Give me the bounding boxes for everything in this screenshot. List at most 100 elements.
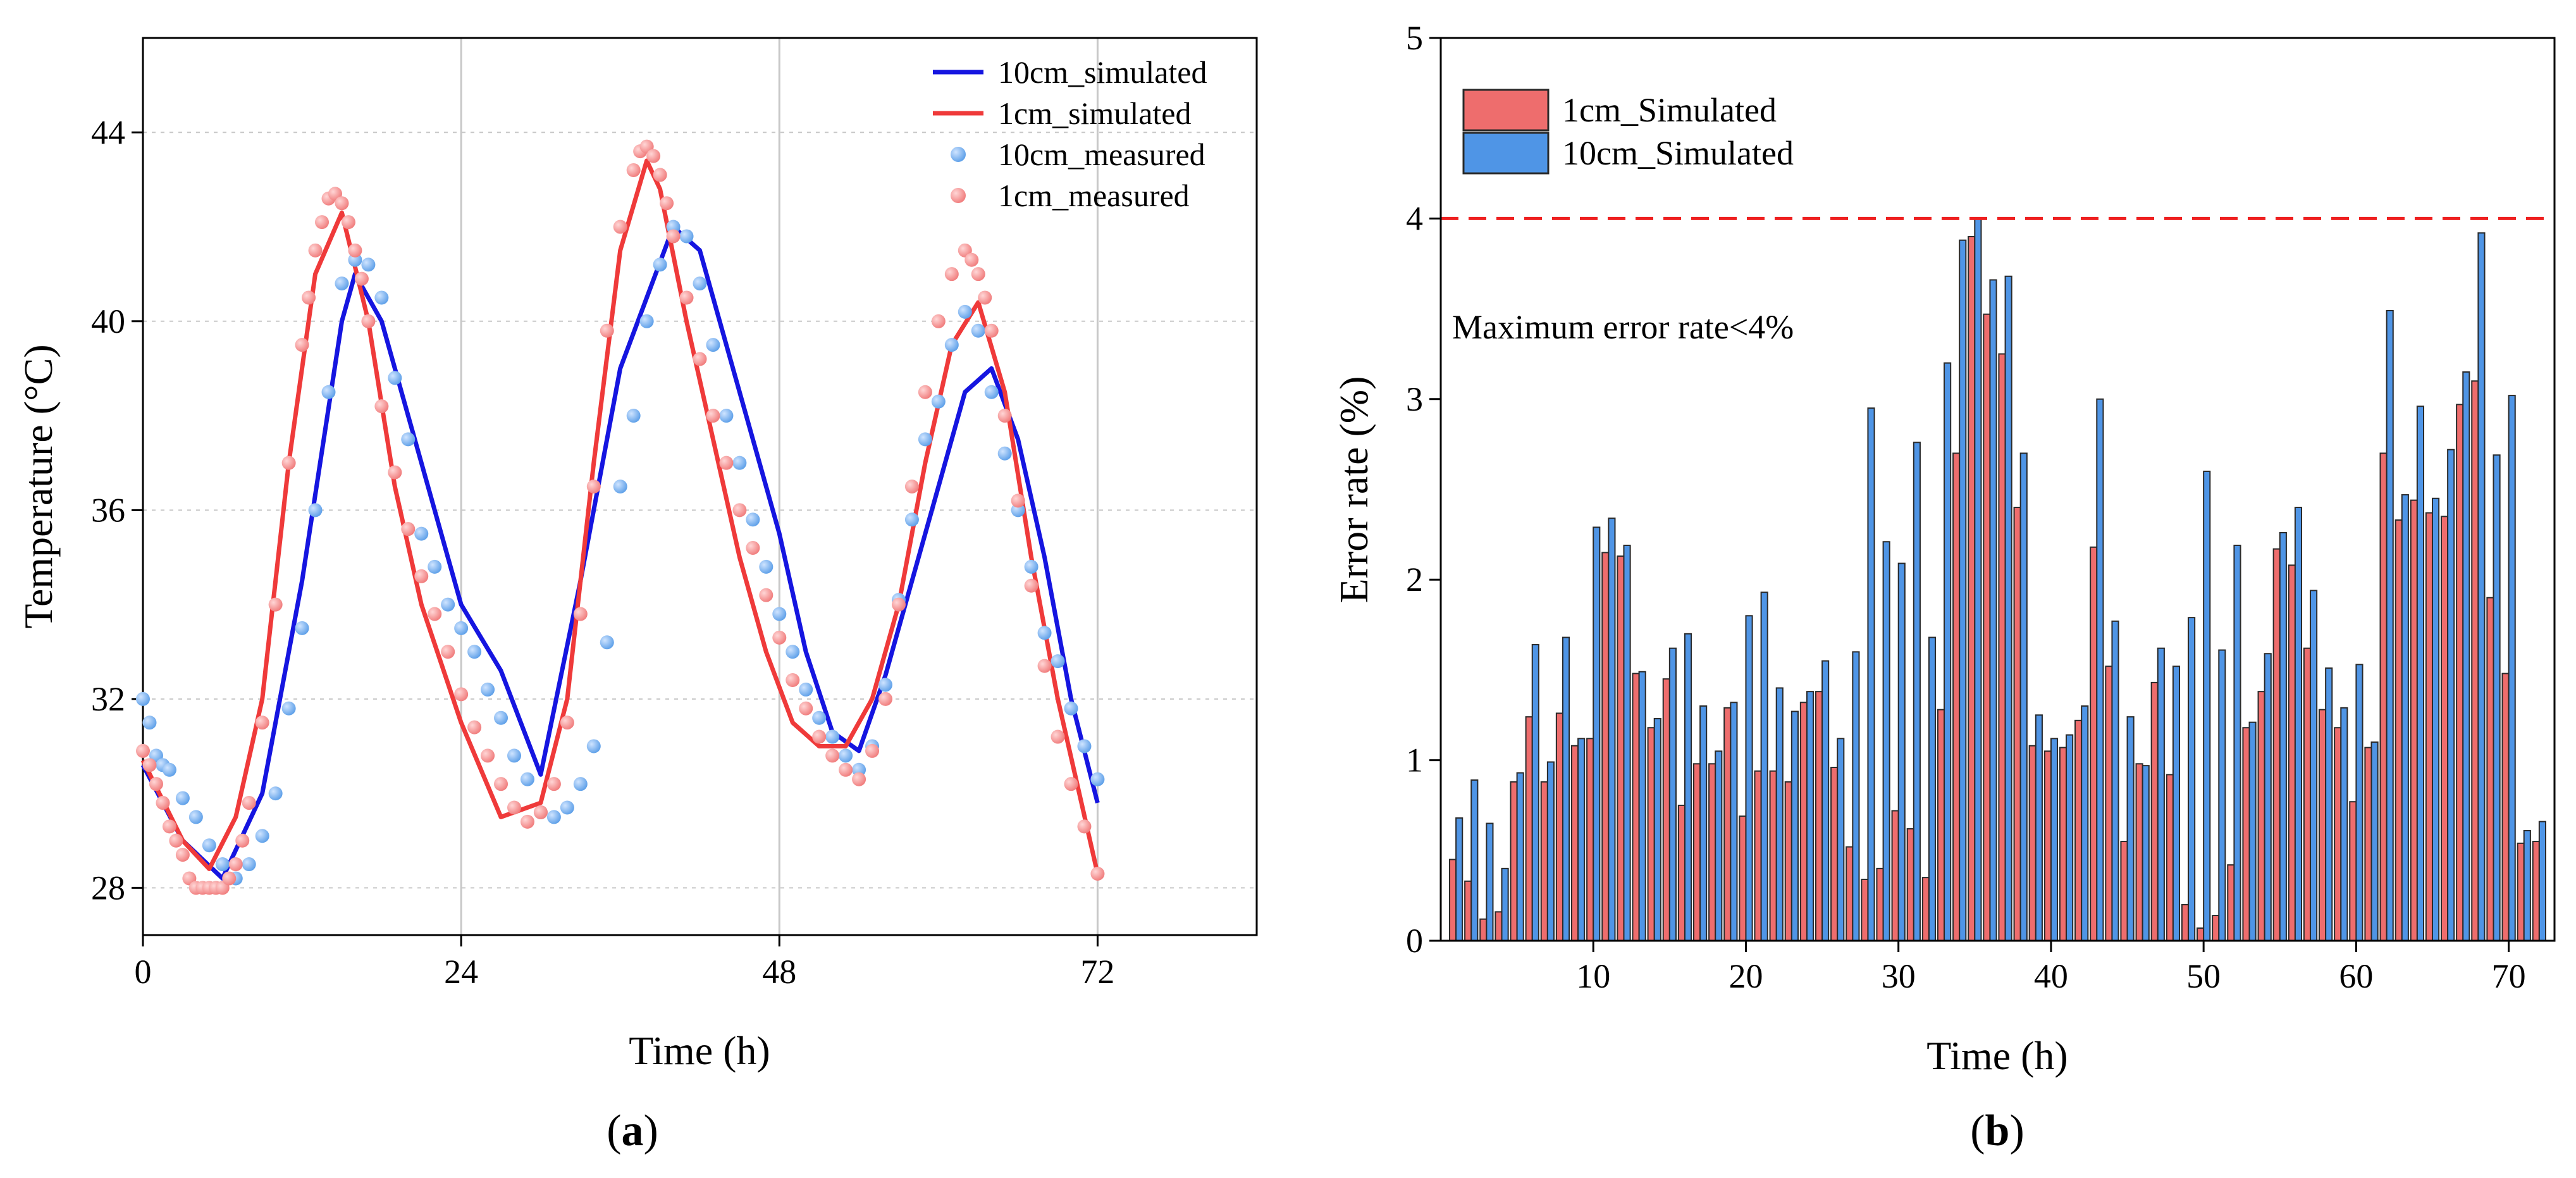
data-point [315,215,330,230]
x-tick-label: 40 [2034,957,2068,995]
data-point [984,323,999,338]
bar [1876,867,1884,941]
data-point [660,196,674,211]
bar [1891,810,1899,941]
legend-swatch [951,147,966,162]
legend-swatch [1462,89,1550,132]
bar [1846,846,1854,942]
data-point [978,290,992,305]
bar [2279,531,2287,941]
data-point [428,607,442,621]
bar [2120,841,2128,942]
bar [1708,763,1716,941]
data-point [1051,654,1065,669]
bar [1570,745,1579,941]
data-point [971,267,985,282]
data-point [520,814,534,829]
bar [1638,671,1646,942]
x-axis-ticks: 10 20 30 40 50 60 70 [1576,941,2526,995]
bar [2486,597,2494,941]
data-point [653,257,667,272]
data-point [719,409,734,423]
data-point [467,720,482,735]
data-point [255,716,269,730]
bar [2081,705,2089,941]
data-point [772,630,787,645]
data-point [786,645,800,659]
bar [2142,765,2150,941]
x-tick-label: 50 [2186,957,2221,995]
data-point [162,819,176,834]
bar [2325,667,2333,942]
bar [2218,649,2226,941]
data-point [865,743,880,758]
legend-swatch [951,188,966,203]
bar [2303,647,2312,941]
x-tick-label: 30 [1882,957,1916,995]
bar [2493,454,2501,941]
data-point [136,691,150,706]
data-point [321,385,336,399]
bar [1464,880,1472,941]
data-point [188,810,203,824]
data-point [507,748,521,763]
data-point [964,252,979,267]
x-tick-label: 10 [1576,957,1610,995]
bar [1479,918,1488,941]
data-point [1037,626,1052,640]
series-line-1cm_simulated [140,158,1100,874]
data-point [1011,493,1025,508]
data-point [1077,739,1092,753]
data-point [732,456,747,470]
data-point [852,772,866,786]
data-point [693,276,707,291]
bar [1601,552,1610,941]
bar [2410,499,2418,941]
y-tick-label: 40 [91,302,125,340]
bar-series-10cm_Simulated [1455,218,2547,942]
legend-item-10cm_Simulated: 10cm_Simulated [1462,132,1794,175]
y-axis-ticks: 0 1 2 3 4 5 [1406,19,1441,960]
bar [2349,801,2357,941]
data-point [997,446,1012,461]
bar [1760,592,1768,941]
data-point [162,762,176,777]
bar [2379,452,2388,941]
bar [2272,548,2281,941]
bar [2257,691,2265,941]
data-point [268,597,283,612]
x-tick-label: 20 [1729,957,1763,995]
data-point [918,432,932,447]
y-tick-label: 5 [1406,19,1423,57]
data-point [679,229,694,244]
data-point [481,682,495,697]
data-point [361,257,376,272]
bar [2432,497,2440,941]
bar [2425,512,2434,941]
data-point [520,772,534,786]
data-point [1024,578,1038,593]
bar [2019,452,2028,941]
bar [1754,770,1762,941]
data-point [1090,772,1105,786]
bar [1555,712,1563,941]
bar [1897,562,1906,941]
data-point [374,399,389,414]
bar [2105,666,2113,942]
bar [2370,741,2379,942]
bar [1974,218,1982,941]
data-point [295,621,309,635]
bar [2508,395,2516,941]
bar [2126,716,2135,941]
data-point [142,758,157,772]
x-tick-label: 60 [2339,957,2373,995]
bar [1830,767,1839,941]
legend-label: 1cm_simulated [998,96,1192,131]
data-point [626,409,641,423]
bar [1882,541,1890,941]
legend-item-10cm_measured: 10cm_measured [951,137,1205,172]
bar [2028,745,2037,941]
bar [2111,620,2119,941]
bar [1861,878,1869,941]
bar [2319,709,2327,941]
